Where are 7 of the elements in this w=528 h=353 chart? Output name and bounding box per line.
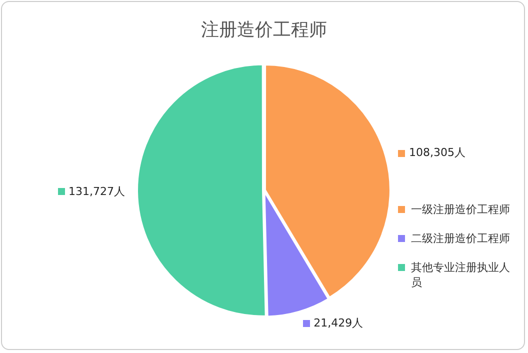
chart-title: 注册造价工程师 bbox=[201, 19, 327, 40]
legend-label: 其他专业注册执业人员 bbox=[411, 260, 511, 290]
data-label: 108,305人 bbox=[408, 146, 466, 160]
legend-label: 二级注册造价工程师 bbox=[411, 231, 510, 246]
data-label: 131,727人 bbox=[68, 184, 126, 198]
data-label: 21,429人 bbox=[314, 316, 364, 330]
legend-label: 一级注册造价工程师 bbox=[411, 202, 510, 217]
